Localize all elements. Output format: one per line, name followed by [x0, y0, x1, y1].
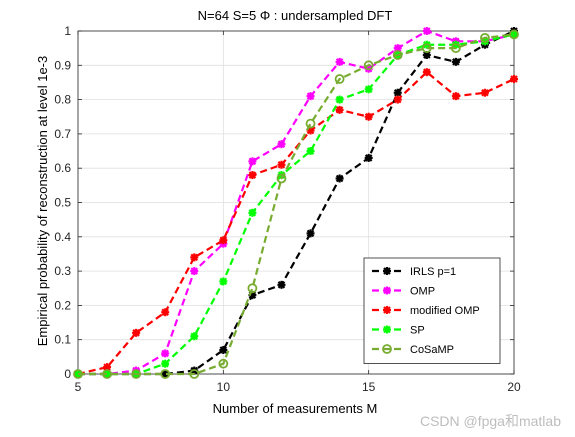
data-point [364, 85, 373, 94]
data-point [248, 171, 257, 180]
data-point [219, 345, 228, 354]
data-point [510, 75, 518, 84]
legend-label: modified OMP [410, 305, 480, 317]
data-point [393, 44, 402, 53]
data-point [451, 57, 460, 66]
legend-item: OMP [372, 286, 435, 298]
x-tick-label: 15 [362, 380, 376, 394]
series-line [77, 70, 515, 376]
legend: IRLS p=1 OMP modified OMP SP CoSaMP [363, 257, 501, 364]
watermark-text: CSDN @fpga和matlab [419, 413, 561, 429]
data-point [276, 173, 287, 184]
data-point [277, 160, 286, 169]
chart-title: N=64 S=5 Φ : undersampled DFT [198, 8, 393, 23]
data-point [480, 88, 489, 97]
y-tick-label: 0.1 [54, 333, 71, 347]
data-point [422, 68, 431, 77]
legend-item: SP [372, 325, 425, 337]
y-tick-label: 0.8 [54, 93, 71, 107]
legend-label: IRLS p=1 [410, 266, 456, 278]
data-point [509, 29, 519, 40]
data-point [219, 277, 228, 286]
data-point [335, 174, 344, 183]
data-point [189, 369, 200, 379]
series-4 [73, 29, 519, 379]
data-point [161, 349, 170, 358]
legend-label: OMP [410, 286, 435, 298]
series-2 [74, 68, 518, 378]
data-point [335, 57, 344, 66]
data-point [248, 208, 257, 217]
legend-marker [383, 325, 391, 334]
y-tick-label: 0.4 [54, 230, 71, 244]
data-point [73, 369, 83, 379]
legend-marker [382, 344, 392, 354]
data-point [450, 43, 461, 54]
data-point [480, 32, 490, 43]
data-point [364, 153, 373, 162]
legend-item: modified OMP [372, 305, 480, 317]
data-point [364, 112, 373, 121]
y-tick-label: 0.7 [54, 127, 71, 141]
data-point [132, 328, 141, 337]
legend-label: SP [410, 325, 425, 337]
legend-box [363, 257, 501, 364]
y-tick-label: 0.9 [54, 58, 71, 72]
x-tick-label: 10 [217, 380, 231, 394]
data-point [421, 43, 432, 54]
data-point [277, 140, 286, 149]
x-tick-label: 5 [75, 380, 82, 394]
y-tick-label: 0 [64, 367, 71, 381]
legend-item: IRLS p=1 [372, 266, 456, 278]
x-axis-label: Number of measurements M [213, 401, 378, 416]
data-point [190, 253, 199, 262]
series-layer [73, 27, 519, 379]
legend-label: CoSaMP [410, 344, 454, 356]
data-point [393, 88, 402, 97]
data-point [248, 157, 257, 166]
data-point [335, 95, 344, 104]
data-point [218, 358, 229, 369]
data-point [393, 95, 402, 104]
data-point [306, 147, 315, 156]
data-point [131, 369, 142, 379]
legend-marker [383, 286, 391, 295]
data-point [190, 332, 199, 341]
y-axis-label: Empirical probability of reconstruction … [35, 56, 50, 346]
data-point [363, 60, 374, 71]
data-point [306, 92, 315, 101]
series-line [78, 29, 515, 376]
y-tick-label: 1 [64, 24, 71, 38]
data-point [190, 267, 199, 276]
x-tick-label: 20 [507, 380, 521, 394]
data-point [451, 92, 460, 101]
series-line [78, 33, 515, 376]
legend-item: CoSaMP [372, 344, 454, 356]
data-point [306, 229, 315, 238]
data-point [247, 283, 258, 294]
legend-marker [383, 306, 391, 314]
data-point [392, 50, 403, 60]
y-tick-label: 0.3 [54, 264, 71, 278]
data-point [160, 369, 171, 379]
data-point [219, 236, 228, 245]
data-point [422, 27, 431, 35]
data-point [305, 118, 316, 129]
data-point [335, 105, 344, 114]
legend-marker [383, 267, 391, 275]
axis-ticks: 5 10 15 20 0 0.1 0.2 0.3 0.4 0.5 0.6 0.7 0.8 0.9 1 [54, 24, 521, 394]
data-point [161, 308, 170, 317]
data-point [334, 74, 345, 84]
y-tick-label: 0.2 [54, 298, 71, 312]
y-tick-label: 0.6 [54, 161, 71, 175]
series-line [78, 33, 515, 376]
data-point [102, 369, 112, 379]
data-point [277, 280, 286, 289]
data-point [161, 359, 170, 368]
y-tick-label: 0.5 [54, 196, 71, 210]
